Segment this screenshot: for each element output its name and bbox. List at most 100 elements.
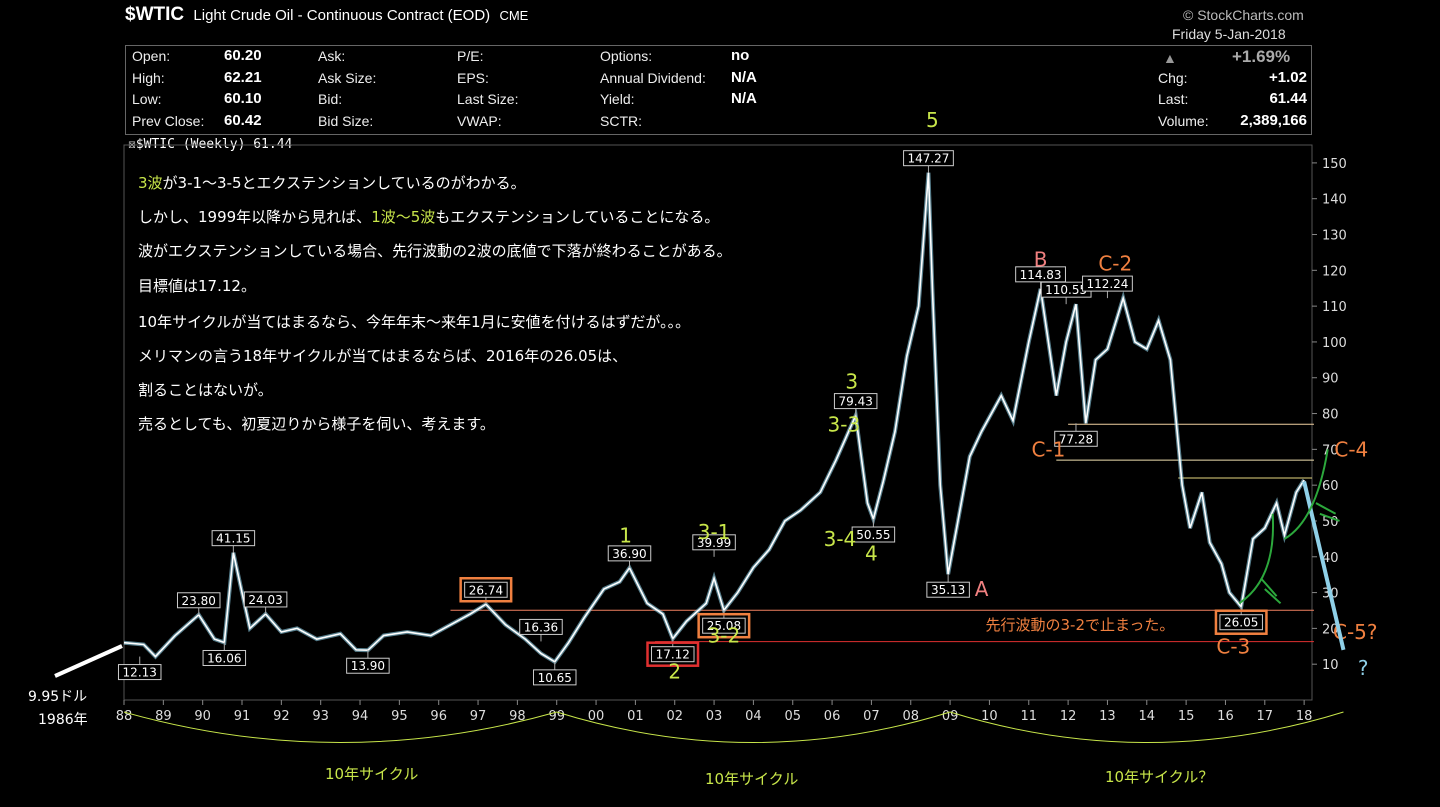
x-tick-label: 95 <box>391 709 408 724</box>
cycle-label-3: 10年サイクル？ <box>1105 768 1214 786</box>
wave-label: C-1 <box>1031 438 1065 462</box>
x-tick-label: 89 <box>155 709 172 724</box>
commentary-line: しかし、1999年以降から見れば、1波～5波もエクステンションしていることになる… <box>138 206 719 227</box>
x-tick-label: 07 <box>863 709 880 724</box>
price-label-box <box>1015 266 1066 283</box>
y-tick-label: 90 <box>1322 372 1339 387</box>
price-label-box <box>202 649 247 666</box>
commentary-text: 1波～5波 <box>371 208 436 226</box>
price-label: 16.36 <box>524 620 558 634</box>
quote-value: 60.42 <box>224 112 262 129</box>
price-label-box <box>117 664 162 681</box>
wave-sketch-tick <box>1260 577 1282 605</box>
commentary-text: 10年サイクルが当てはまるなら、今年年末～来年1月に安値を付けるはずだが。。。 <box>138 313 691 331</box>
exchange: CME <box>499 8 529 23</box>
highlight-box <box>459 577 513 603</box>
commentary-text: 波がエクステンションしている場合、先行波動の2波の底値で下落が終わることがある。 <box>138 242 732 260</box>
wave-label: 4 <box>865 541 878 565</box>
price-label-box <box>532 669 577 686</box>
price-label: 50.55 <box>856 528 890 542</box>
quote-value: no <box>731 47 750 64</box>
price-label: 79.43 <box>839 395 873 409</box>
x-tick-label: 15 <box>1178 709 1195 724</box>
y-tick-label: 120 <box>1322 264 1347 279</box>
quote-label: Volume: <box>1158 113 1209 129</box>
cycle-arc <box>949 711 1344 743</box>
price-label: 13.90 <box>351 659 385 673</box>
quote-label: SCTR: <box>600 113 642 129</box>
quote-label: High: <box>132 70 165 86</box>
wave-label: C-2 <box>1098 251 1132 275</box>
x-tick-label: 93 <box>312 709 329 724</box>
quote-value: 62.21 <box>224 69 262 86</box>
cycle-label-1: 10年サイクル <box>325 765 419 783</box>
price-label-box <box>833 393 878 410</box>
quote-label: Yield: <box>600 91 635 107</box>
y-tick-label: 130 <box>1322 229 1347 244</box>
x-tick-label: 10 <box>981 709 998 724</box>
x-tick-label: 16 <box>1217 709 1234 724</box>
quote-label: Last: <box>1158 91 1189 107</box>
chart-title: $WTIC Light Crude Oil - Continuous Contr… <box>125 4 528 26</box>
y-tick-label: 150 <box>1322 157 1347 172</box>
x-tick-label: 90 <box>194 709 211 724</box>
price-label: 41.15 <box>216 532 250 546</box>
cycle-arc <box>556 711 951 743</box>
quote-label: Low: <box>132 91 162 107</box>
x-tick-label: 91 <box>234 709 251 724</box>
quote-label: Annual Dividend: <box>600 70 706 86</box>
quote-label: Open: <box>132 48 171 64</box>
price-label-box <box>243 591 288 608</box>
brand-logo: © StockCharts.com <box>1183 7 1304 23</box>
quote-box <box>125 45 1312 135</box>
price-label: 10.65 <box>538 671 572 685</box>
pct-change: +1.69% <box>1232 47 1291 66</box>
commentary-line: 10年サイクルが当てはまるなら、今年年末～来年1月に安値を付けるはずだが。。。 <box>138 311 690 332</box>
price-label-box <box>692 534 736 551</box>
highlight-box <box>697 612 751 639</box>
quote-label: Ask Size: <box>318 70 377 86</box>
price-label-box <box>702 617 746 634</box>
price-label-box <box>926 581 970 598</box>
price-label: 16.06 <box>207 651 241 665</box>
wave-sketch-tick2 <box>1315 502 1340 522</box>
x-tick-label: 88 <box>116 709 133 724</box>
commentary-line: 目標値は17.12。 <box>138 275 256 296</box>
commentary-text: しかし、1999年以降から見れば、 <box>138 208 372 226</box>
commentary-line: 波がエクステンションしている場合、先行波動の2波の底値で下落が終わることがある。 <box>138 240 732 261</box>
price-label-box <box>1054 430 1098 447</box>
highlight-box <box>646 641 700 667</box>
quote-label: Chg: <box>1158 70 1188 86</box>
x-tick-label: 05 <box>784 709 801 724</box>
commentary-text: 割ることはないが。 <box>138 381 273 399</box>
price-label: 26.05 <box>1224 616 1258 630</box>
quote-label: EPS: <box>457 70 489 86</box>
commentary-text: 3波 <box>138 174 163 192</box>
price-line-shadow <box>123 172 1306 665</box>
x-tick-label: 97 <box>470 709 487 724</box>
y-tick-label: 10 <box>1322 658 1339 673</box>
x-tick-label: 94 <box>352 709 369 724</box>
side-note-year: 1986年 <box>38 712 88 728</box>
price-label: 77.28 <box>1059 432 1093 446</box>
side-note-price: 9.95ドル <box>28 689 88 705</box>
wave-label: 3-1 <box>698 520 731 544</box>
symbol: $WTIC <box>125 4 185 25</box>
price-label: 24.03 <box>248 593 282 607</box>
y-tick-label: 20 <box>1322 622 1339 637</box>
wave-label: 3-4 <box>824 527 857 551</box>
price-line <box>123 172 1305 663</box>
x-tick-label: 11 <box>1020 709 1037 724</box>
highlight-box <box>1214 609 1268 635</box>
quote-value: 61.44 <box>1269 90 1307 107</box>
annotation-text: 先行波動の3-2で止まった。 <box>985 616 1174 634</box>
quote-value: 2,389,166 <box>1240 112 1307 129</box>
wave-label: 1 <box>619 523 632 547</box>
price-label: 114.83 <box>1020 268 1062 282</box>
quote-label: Last Size: <box>457 91 519 107</box>
quote-value: N/A <box>731 90 757 107</box>
quote-value: +1.02 <box>1269 69 1307 86</box>
wave-label: 3-3 <box>828 412 861 436</box>
y-tick-label: 110 <box>1322 300 1347 315</box>
price-label: 112.24 <box>1086 277 1128 291</box>
